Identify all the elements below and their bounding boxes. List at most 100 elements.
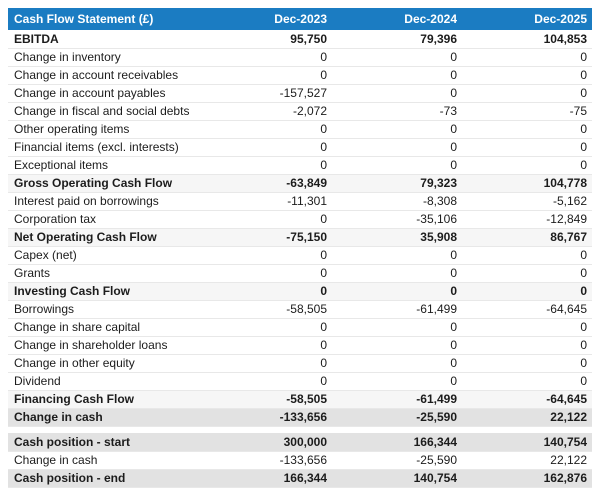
row-label: Dividend (8, 372, 202, 391)
row-value: 95,750 (202, 30, 332, 49)
row-value: 0 (332, 84, 462, 103)
row-value: 162,876 (462, 469, 592, 488)
row-value: 0 (202, 156, 332, 175)
row-value: 0 (202, 210, 332, 229)
row-value: -63,849 (202, 174, 332, 193)
row-value: 300,000 (202, 433, 332, 452)
row-value: 0 (462, 264, 592, 283)
row-value: 0 (332, 372, 462, 391)
row-label: Change in account receivables (8, 66, 202, 85)
row-label: Interest paid on borrowings (8, 192, 202, 211)
table-row: Other operating items 0 0 0 (8, 120, 592, 139)
row-value: -25,590 (332, 451, 462, 470)
row-value: 0 (462, 354, 592, 373)
row-value: -133,656 (202, 408, 332, 427)
row-label: Change in share capital (8, 318, 202, 337)
table-row: Change in share capital 0 0 0 (8, 318, 592, 337)
row-label: Other operating items (8, 120, 202, 139)
row-label: Change in cash (8, 408, 202, 427)
table-row: Financing Cash Flow -58,505 -61,499 -64,645 (8, 390, 592, 409)
row-value: 0 (202, 282, 332, 301)
row-label: Exceptional items (8, 156, 202, 175)
spacer-cell (8, 426, 592, 433)
row-value: 0 (462, 66, 592, 85)
row-value: -133,656 (202, 451, 332, 470)
row-value: 22,122 (462, 451, 592, 470)
row-value: -2,072 (202, 102, 332, 121)
table-row: Exceptional items 0 0 0 (8, 156, 592, 175)
row-value: 79,323 (332, 174, 462, 193)
row-label: EBITDA (8, 30, 202, 49)
row-value: 0 (332, 282, 462, 301)
row-value: 0 (462, 282, 592, 301)
row-label: Change in other equity (8, 354, 202, 373)
row-value: -64,645 (462, 300, 592, 319)
column-header-dec-2023: Dec-2023 (202, 8, 332, 30)
table-row: Capex (net) 0 0 0 (8, 246, 592, 265)
table-title: Cash Flow Statement (£) (8, 8, 202, 30)
row-label: Change in cash (8, 451, 202, 470)
row-value: -25,590 (332, 408, 462, 427)
row-value: 0 (462, 84, 592, 103)
row-label: Investing Cash Flow (8, 282, 202, 301)
row-label: Change in account payables (8, 84, 202, 103)
table-row: Change in inventory 0 0 0 (8, 48, 592, 67)
row-value: 0 (332, 264, 462, 283)
row-label: Gross Operating Cash Flow (8, 174, 202, 193)
row-value: 79,396 (332, 30, 462, 49)
row-value: 0 (332, 354, 462, 373)
table-row: Change in account payables -157,527 0 0 (8, 84, 592, 103)
row-value: -75 (462, 102, 592, 121)
row-label: Cash position - start (8, 433, 202, 452)
row-value: 22,122 (462, 408, 592, 427)
row-value: 0 (332, 318, 462, 337)
row-value: 0 (332, 48, 462, 67)
table-row: Borrowings -58,505 -61,499 -64,645 (8, 300, 592, 319)
row-value: 140,754 (332, 469, 462, 488)
table-row: Change in cash -133,656 -25,590 22,122 (8, 408, 592, 427)
table-body: EBITDA 95,750 79,396 104,853 Change in inven… (8, 30, 592, 488)
row-value: 0 (202, 336, 332, 355)
table-row: Financial items (excl. interests) 0 0 0 (8, 138, 592, 157)
table-row: Change in account receivables 0 0 0 (8, 66, 592, 85)
table-row: EBITDA 95,750 79,396 104,853 (8, 30, 592, 49)
table-row: Investing Cash Flow 0 0 0 (8, 282, 592, 301)
row-value: 0 (202, 264, 332, 283)
row-value: 166,344 (332, 433, 462, 452)
table-row: Net Operating Cash Flow -75,150 35,908 86,7… (8, 228, 592, 247)
row-value: 0 (332, 138, 462, 157)
row-value: 86,767 (462, 228, 592, 247)
row-value: -58,505 (202, 390, 332, 409)
row-label: Borrowings (8, 300, 202, 319)
row-value: 0 (202, 66, 332, 85)
row-value: 140,754 (462, 433, 592, 452)
column-header-dec-2024: Dec-2024 (332, 8, 462, 30)
table-row: Grants 0 0 0 (8, 264, 592, 283)
row-value: 0 (462, 318, 592, 337)
table-row: Interest paid on borrowings -11,301 -8,308… (8, 192, 592, 211)
row-value: 0 (462, 246, 592, 265)
table-row: Change in fiscal and social debts -2,072 -… (8, 102, 592, 121)
table-row: Gross Operating Cash Flow -63,849 79,323 10… (8, 174, 592, 193)
row-value: 0 (202, 120, 332, 139)
row-value: 0 (462, 138, 592, 157)
table-row: Change in other equity 0 0 0 (8, 354, 592, 373)
row-label: Grants (8, 264, 202, 283)
row-value: 0 (462, 336, 592, 355)
row-label: Net Operating Cash Flow (8, 228, 202, 247)
row-value: -5,162 (462, 192, 592, 211)
table-row: Corporation tax 0 -35,106 -12,849 (8, 210, 592, 229)
row-value: 104,778 (462, 174, 592, 193)
row-label: Change in shareholder loans (8, 336, 202, 355)
row-value: 0 (202, 372, 332, 391)
row-value: 0 (462, 372, 592, 391)
row-value: -61,499 (332, 390, 462, 409)
row-value: 0 (462, 120, 592, 139)
row-value: 104,853 (462, 30, 592, 49)
cash-flow-table: Cash Flow Statement (£) Dec-2023 Dec-202… (8, 8, 592, 488)
table-header-row: Cash Flow Statement (£) Dec-2023 Dec-202… (8, 8, 592, 30)
row-label: Change in fiscal and social debts (8, 102, 202, 121)
row-value: 0 (202, 138, 332, 157)
row-value: 0 (202, 318, 332, 337)
row-value: 0 (332, 336, 462, 355)
